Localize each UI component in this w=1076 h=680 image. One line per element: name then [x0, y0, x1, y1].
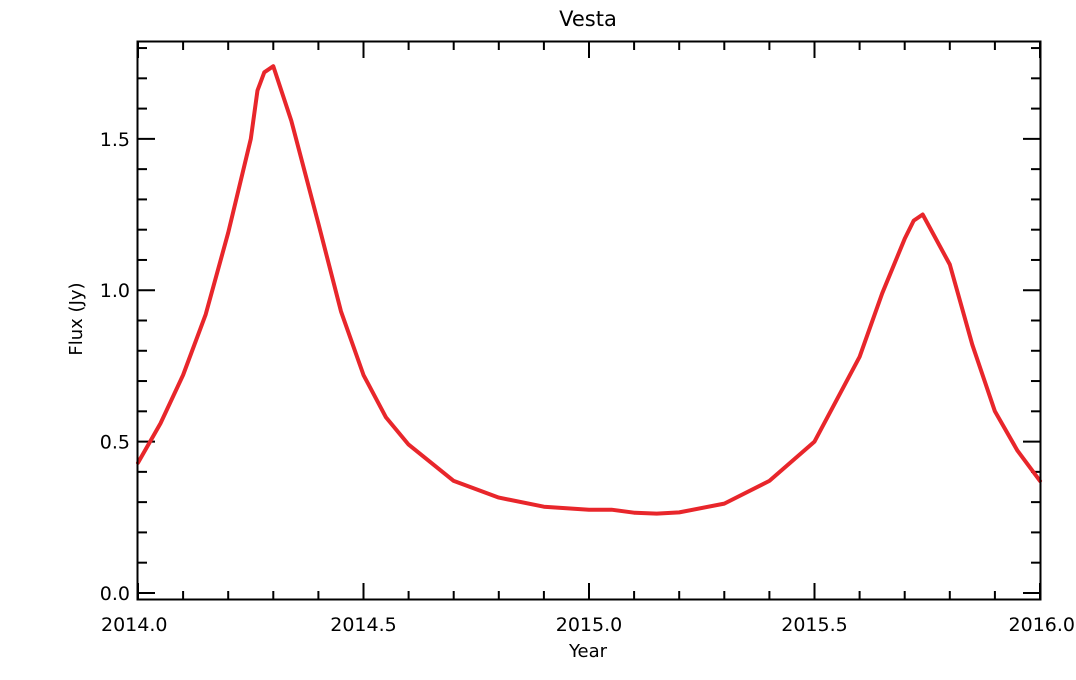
x-tick-label: 2016.0 [1009, 614, 1075, 636]
y-tick-label: 1.0 [100, 280, 130, 302]
x-tick-label: 2014.5 [330, 614, 396, 636]
chart-title: Vesta [559, 7, 617, 31]
y-tick-label: 0.0 [100, 583, 130, 605]
y-tick-label: 0.5 [100, 432, 130, 454]
x-axis-label: Year [568, 641, 608, 662]
x-tick-label: 2015.0 [556, 614, 622, 636]
flux-series-line [136, 64, 1042, 516]
x-tick-label: 2015.5 [781, 614, 847, 636]
x-tick-label: 2014.0 [101, 614, 167, 636]
axis-ticks [137, 42, 1041, 599]
y-axis-label: Flux (Jy) [66, 282, 87, 355]
y-tick-label: 1.5 [100, 129, 130, 151]
series-layer [136, 64, 1042, 516]
plot-frame [136, 40, 1042, 601]
tick-labels: 2014.0 2014.5 2015.0 2015.5 2016.0 0.0 0.5 1.0 1… [100, 129, 1075, 636]
